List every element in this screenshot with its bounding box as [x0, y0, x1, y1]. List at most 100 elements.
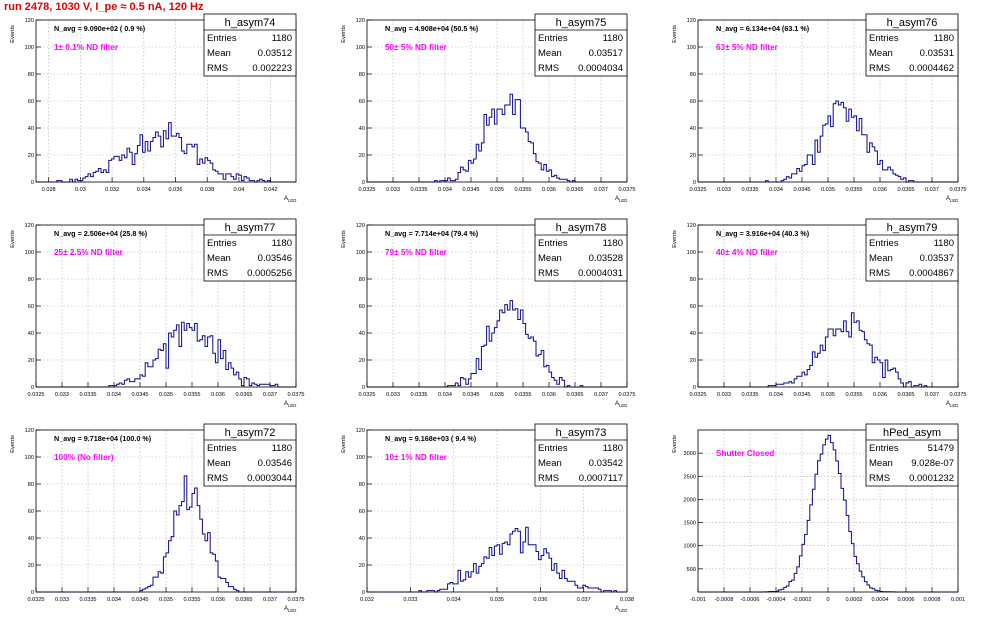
y-tick-label: 40 [359, 126, 365, 132]
x-tick-label: 0.0345 [131, 597, 148, 603]
stats-value-entries: 1180 [934, 238, 954, 249]
y-tick-label: 60 [690, 99, 696, 105]
navg-label: N_avg = 9.718e+04 (100.0 %) [54, 434, 152, 443]
stats-label-rms: RMS [207, 63, 228, 74]
y-axis-title: Events [341, 230, 347, 248]
stats-value-rms: 0.0004034 [578, 63, 623, 74]
x-tick-label: 0.0375 [618, 392, 635, 398]
y-tick-label: 40 [28, 536, 34, 542]
stats-value-rms: 0.002223 [252, 63, 292, 74]
x-tick-label: 0.036 [211, 392, 225, 398]
filter-annotation: Shutter Closed [716, 449, 774, 458]
x-tick-label: 0.034 [438, 392, 452, 398]
y-axis-title: Events [672, 230, 678, 248]
stats-label-entries: Entries [538, 443, 568, 454]
stats-value-rms: 0.0005256 [247, 268, 292, 279]
x-tick-label: 0.036 [542, 187, 556, 193]
y-tick-label: 100 [356, 45, 365, 51]
x-tick-label: 0.0375 [287, 597, 304, 603]
stats-box-frame [534, 13, 628, 77]
stats-label-mean: Mean [538, 253, 562, 264]
stats-label-rms: RMS [869, 268, 890, 279]
y-tick-label: 100 [25, 250, 34, 256]
y-tick-label: 60 [359, 509, 365, 515]
stats-label-entries: Entries [207, 443, 237, 454]
x-tick-label: 0.035 [159, 597, 173, 603]
y-tick-label: 0 [362, 385, 365, 391]
x-tick-label: 0.0325 [689, 187, 706, 193]
x-tick-label: 0.0002 [845, 597, 862, 603]
x-tick-label: 0.0375 [618, 187, 635, 193]
x-tick-label: 0.0345 [462, 187, 479, 193]
y-tick-label: 1000 [684, 544, 696, 550]
stats-label-entries: Entries [869, 33, 899, 44]
histogram-panel-h_asym79: 0.0325 0.033 0.0335 0.034 0.0345 0.035 0.0355 0… [672, 218, 967, 408]
x-tick-label: 0 [826, 597, 829, 603]
x-tick-label: 0.036 [873, 187, 887, 193]
x-tick-label: 0.0006 [897, 597, 914, 603]
stats-box-frame [865, 13, 959, 77]
x-tick-label: 0.032 [360, 597, 374, 603]
stats-value-entries: 1180 [272, 443, 292, 454]
histogram-series-h_asym76 [698, 100, 958, 183]
x-tick-label: 0.037 [925, 392, 939, 398]
y-tick-label: 80 [690, 277, 696, 283]
y-tick-label: 100 [25, 45, 34, 51]
navg-label: N_avg = 9.090e+02 ( 0.9 %) [54, 24, 146, 33]
x-tick-label: -0.0004 [767, 597, 786, 603]
x-tick-label: 0.0335 [79, 597, 96, 603]
y-axis-title: Events [10, 25, 16, 43]
y-tick-label: 0 [362, 180, 365, 186]
stats-value-rms: 0.0001232 [909, 473, 954, 484]
y-axis-title: Events [672, 25, 678, 43]
x-tick-label: 0.037 [594, 392, 608, 398]
histogram-name: h_asym78 [556, 222, 607, 234]
x-tick-label: 0.035 [490, 392, 504, 398]
y-tick-label: 0 [362, 590, 365, 596]
x-tick-label: 0.028 [42, 187, 56, 193]
x-tick-label: -0.0002 [793, 597, 812, 603]
stats-label-mean: Mean [869, 253, 893, 264]
stats-label-mean: Mean [207, 458, 231, 469]
stats-label-mean: Mean [207, 253, 231, 264]
x-tick-label: 0.038 [620, 597, 634, 603]
x-tick-label: 0.0008 [923, 597, 940, 603]
stats-value-entries: 1180 [603, 33, 623, 44]
x-tick-label: 0.036 [211, 597, 225, 603]
y-tick-label: 120 [687, 18, 696, 24]
stats-label-entries: Entries [869, 238, 899, 249]
stats-box-frame [203, 423, 297, 487]
histogram-panel-h_asym77: 0.0325 0.033 0.0335 0.034 0.0345 0.035 0.0355 0… [10, 218, 305, 408]
x-tick-label: 0.034 [769, 392, 783, 398]
y-tick-label: 40 [359, 331, 365, 337]
x-tick-label: 0.0355 [183, 597, 200, 603]
y-tick-label: 20 [28, 563, 34, 569]
stats-value-rms: 0.0004867 [909, 268, 954, 279]
y-tick-label: 0 [31, 385, 34, 391]
x-tick-label: 0.0325 [27, 392, 44, 398]
x-tick-label: 0.042 [264, 187, 278, 193]
y-tick-label: 0 [693, 385, 696, 391]
y-tick-label: 40 [28, 331, 34, 337]
stats-value-entries: 1180 [603, 443, 623, 454]
y-tick-label: 100 [687, 45, 696, 51]
histogram-panel-hPed_asym: -0.001 -0.0008 -0.0006 -0.0004 -0.0002 0 0.000… [672, 423, 965, 603]
x-tick-label: 0.033 [386, 392, 400, 398]
stats-value-entries: 51479 [928, 443, 954, 454]
y-tick-label: 60 [690, 304, 696, 310]
histogram-name: h_asym72 [225, 427, 276, 439]
histogram-name: h_asym74 [225, 17, 276, 29]
stats-label-entries: Entries [538, 238, 568, 249]
x-tick-label: 0.035 [159, 392, 173, 398]
y-tick-label: 60 [359, 304, 365, 310]
stats-box-frame [203, 13, 297, 77]
y-tick-label: 100 [356, 455, 365, 461]
stats-box-frame [865, 423, 959, 487]
x-tick-label: 0.04 [233, 187, 244, 193]
histogram-name: h_asym76 [887, 17, 938, 29]
x-axis-title: ALED [284, 401, 296, 408]
stats-label-mean: Mean [538, 48, 562, 59]
y-tick-label: 100 [25, 455, 34, 461]
x-tick-label: 0.037 [594, 187, 608, 193]
